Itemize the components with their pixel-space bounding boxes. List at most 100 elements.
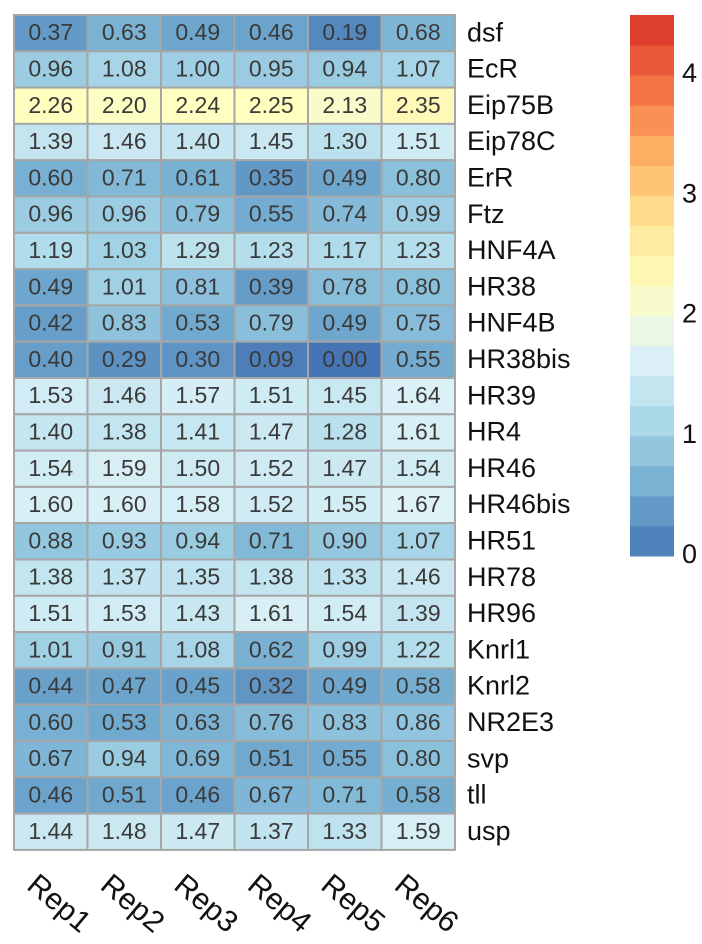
cell-value-label: 1.38 (28, 564, 73, 590)
legend-color-band (630, 525, 674, 557)
heatmap-cell (86, 703, 162, 743)
heatmap-cell (160, 594, 236, 634)
cell-value-label: 2.25 (249, 92, 294, 118)
heatmap-cell (380, 558, 456, 597)
cell-value-label: 0.29 (102, 346, 147, 372)
heatmap-cell (86, 594, 162, 634)
cell-value-label: 1.17 (322, 237, 367, 263)
cell-value-label: 1.23 (396, 237, 441, 263)
heatmap-cell (380, 703, 456, 743)
heatmap-cell (380, 377, 456, 416)
cell-value-label: 0.95 (249, 56, 294, 82)
cell-value-label: 0.99 (396, 201, 441, 227)
cell-value-label: 0.35 (249, 164, 294, 190)
cell-value-label: 0.49 (322, 310, 367, 336)
cell-value-label: 0.83 (322, 709, 367, 735)
cell-value-label: 1.61 (396, 419, 441, 445)
heatmap-cell (307, 812, 383, 851)
cell-value-label: 0.60 (28, 709, 73, 735)
heatmap-cell (233, 50, 309, 89)
heatmap-cell (380, 776, 456, 815)
heatmap-cell (13, 740, 89, 779)
heatmap-cell (233, 122, 309, 162)
cell-value-label: 1.48 (102, 818, 147, 844)
legend-color-band (630, 225, 674, 256)
cell-value-label: 0.67 (28, 745, 73, 771)
cell-value-label: 0.63 (175, 709, 220, 735)
row-label: EcR (467, 54, 518, 84)
cell-value-label: 0.51 (249, 745, 294, 771)
cell-value-label: 1.03 (102, 237, 147, 263)
cell-value-label: 0.93 (102, 527, 147, 553)
cell-value-label: 0.39 (249, 273, 294, 299)
row-labels: dsf EcR Eip75B Eip78C ErR Ftz HNF4A HR38 HNF4B HR… (467, 17, 571, 846)
legend-color-band (630, 165, 674, 196)
row-label: Knrl1 (467, 634, 530, 664)
row-label: HR51 (467, 525, 536, 555)
cell-value-label: 1.23 (249, 237, 294, 263)
row-label: Ftz (467, 199, 505, 229)
legend-color-band (630, 105, 674, 136)
row-label: HR4 (467, 417, 521, 447)
cell-value-label: 0.96 (102, 201, 147, 227)
cell-value-label: 0.40 (28, 346, 73, 372)
heatmap-cell (86, 86, 162, 125)
heatmap-cell (380, 522, 456, 561)
cell-value-label: 0.62 (249, 636, 294, 662)
cell-value-label: 0.45 (175, 673, 220, 699)
legend-color-band (630, 405, 674, 437)
cell-value-label: 1.40 (28, 419, 73, 445)
row-label: tll (467, 780, 487, 810)
heatmap-cell (160, 268, 236, 307)
heatmap-cell (160, 122, 236, 162)
cell-value-label: 0.63 (102, 19, 147, 45)
heatmap-cell (160, 485, 236, 525)
cell-value-label: 0.68 (396, 19, 441, 45)
legend-color-band (630, 75, 674, 106)
row-label: HR39 (467, 380, 536, 410)
cell-value-label: 1.59 (102, 455, 147, 481)
cell-value-label: 0.80 (396, 273, 441, 299)
heatmap-cell (86, 631, 162, 670)
heatmap-cell (307, 776, 383, 815)
legend-tick-label: 2 (682, 299, 697, 329)
cell-value-label: 1.29 (175, 237, 220, 263)
cell-value-label: 0.00 (322, 346, 367, 372)
heatmap-cell (13, 340, 89, 380)
legend-color-band (630, 135, 674, 166)
legend-color-band (630, 285, 674, 317)
cell-value-label: 0.83 (102, 310, 147, 336)
cell-value-label: 0.60 (28, 164, 73, 190)
row-label: HR96 (467, 598, 536, 628)
cell-value-label: 1.55 (322, 491, 367, 517)
cell-value-label: 0.37 (28, 19, 73, 45)
cell-value-label: 1.33 (322, 818, 367, 844)
cell-value-label: 1.45 (249, 128, 294, 154)
cell-value-label: 0.71 (249, 527, 294, 553)
cell-value-label: 1.64 (396, 382, 441, 408)
heatmap-cells: 0.37 0.63 0.49 0.46 0.19 0.68 0.96 1.08 1.00 0.95… (13, 14, 456, 851)
cell-value-label: 2.13 (322, 92, 367, 118)
column-label: Rep4 (241, 868, 317, 939)
cell-value-label: 1.01 (28, 636, 73, 662)
legend-color-band (630, 45, 674, 76)
cell-value-label: 1.61 (249, 600, 294, 626)
heatmap-cell (380, 449, 456, 488)
heatmap-cell (380, 14, 456, 53)
cell-value-label: 0.71 (322, 782, 367, 808)
heatmap-cell (13, 377, 89, 416)
heatmap-cell (160, 522, 236, 561)
cell-value-label: 1.52 (249, 455, 294, 481)
heatmap-cell (13, 594, 89, 634)
cell-value-label: 0.49 (322, 164, 367, 190)
column-label: Rep5 (315, 868, 391, 939)
heatmap-cell (13, 195, 89, 234)
cell-value-label: 1.58 (175, 491, 220, 517)
cell-value-label: 1.57 (175, 382, 220, 408)
heatmap-cell (380, 740, 456, 779)
cell-value-label: 0.67 (249, 782, 294, 808)
cell-value-label: 0.09 (249, 346, 294, 372)
heatmap-cell (380, 812, 456, 851)
heatmap-cell (380, 195, 456, 234)
